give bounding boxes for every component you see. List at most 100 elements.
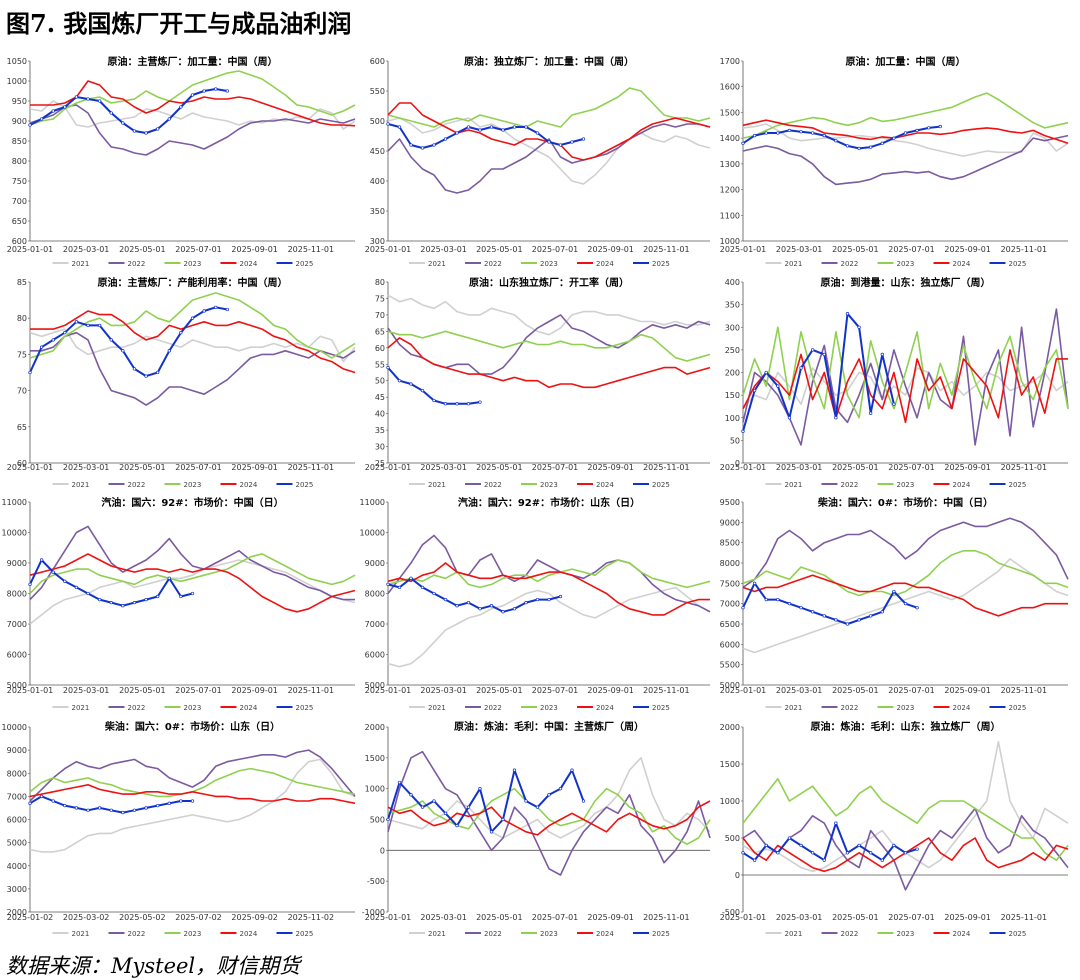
series-point-2025	[892, 402, 896, 406]
legend-label-2025: 2025	[296, 704, 314, 712]
series-point-2025	[144, 806, 148, 810]
legend-label-2024: 2024	[240, 704, 258, 712]
series-point-2025	[214, 305, 218, 309]
series-point-2025	[156, 803, 160, 808]
x-tick-label: 2025-09-01	[587, 913, 634, 922]
series-line-2022	[29, 749, 356, 802]
series-point-2025	[478, 128, 482, 132]
chart-panel-8: 汽油：国六：92#：市场价：山东（日） 5000 6000 7000 8000 9000 1…	[360, 496, 711, 712]
y-tick-label: 50	[375, 377, 385, 386]
x-tick-label: 2025-05-01	[476, 245, 523, 254]
series-line-2023	[742, 549, 1069, 597]
series-point-2025	[764, 370, 768, 375]
y-tick-label: 350	[370, 207, 385, 216]
series-point-2025	[512, 607, 517, 611]
series-point-2025	[787, 602, 792, 606]
chart-panel-1: 原油：主营炼厂：加工量：中国（周） 600 650 700 750 800 850 900 95…	[7, 55, 356, 268]
y-tick-label: 250	[725, 346, 740, 355]
legend-label-2025: 2025	[652, 704, 670, 712]
chart-title: 汽油：国六：92#：市场价：中国（日）	[101, 496, 283, 509]
series-point-2025	[822, 133, 826, 138]
y-tick-label: 1500	[365, 754, 385, 763]
legend-label-2021: 2021	[72, 260, 90, 268]
series-point-2025	[63, 105, 67, 109]
x-tick-label: 2025-03-01	[776, 913, 823, 922]
x-tick-label: 2025-11-01	[288, 463, 335, 472]
chart-panel-5: 原油：山东独立炼厂：开工率（周） 25 30 35 40 45 50 55 60 65 70 75 80…	[365, 276, 711, 489]
series-point-2025	[466, 125, 471, 129]
series-point-2025	[432, 398, 436, 403]
x-tick-label: 2025-03-01	[776, 686, 823, 695]
legend-label-2021: 2021	[428, 481, 446, 489]
series-point-2025	[97, 323, 102, 328]
legend-label-2024: 2024	[953, 260, 971, 268]
series-line-2021	[29, 100, 356, 130]
series-point-2025	[190, 316, 195, 320]
x-tick-label: 2025-03-01	[420, 686, 467, 695]
x-tick-label: 2025-03-01	[776, 245, 823, 254]
series-point-2025	[409, 382, 413, 386]
y-tick-label: 5000	[720, 681, 740, 690]
y-tick-label: 350	[725, 301, 740, 310]
x-tick-label: 2025-07-01	[888, 686, 935, 695]
chart-title: 原油：主营炼厂：产能利用率：中国（周）	[98, 276, 288, 289]
series-point-2025	[822, 352, 826, 357]
series-point-2025	[741, 141, 745, 145]
series-line-2022	[387, 750, 711, 876]
legend-label-2021: 2021	[785, 260, 803, 268]
series-point-2025	[787, 836, 792, 840]
y-tick-label: 1700	[720, 57, 740, 66]
y-tick-label: 11000	[360, 498, 385, 507]
legend-label-2022: 2022	[128, 481, 146, 489]
series-point-2025	[132, 367, 137, 371]
x-tick-label: 2025-09-01	[587, 245, 634, 254]
series-line-2022	[742, 308, 1069, 446]
x-tick-label: 2025-05-01	[119, 463, 166, 472]
series-line-2024	[742, 349, 1068, 424]
series-point-2025	[501, 128, 505, 132]
legend-label-2025: 2025	[652, 260, 670, 268]
x-tick-label: 2025-09-01	[944, 463, 991, 472]
series-point-2025	[822, 614, 826, 618]
series-point-2025	[179, 799, 183, 803]
y-tick-label: 65	[17, 423, 27, 432]
series-point-2025	[443, 402, 448, 406]
chart-title: 原油：主营炼厂：加工量：中国（周）	[108, 55, 278, 68]
series-point-2025	[202, 309, 206, 313]
series-point-2025	[121, 121, 125, 125]
y-tick-label: 11000	[2, 498, 27, 507]
chart-title: 原油：山东独立炼厂：开工率（周）	[469, 276, 629, 289]
series-point-2025	[547, 140, 551, 144]
series-point-2025	[156, 370, 160, 375]
y-tick-label: 7500	[720, 579, 740, 588]
series-point-2025	[558, 787, 563, 791]
y-tick-label: 500	[725, 834, 740, 843]
chart-panel-6: 原油：到港量：山东：独立炼厂（周） 0 50 100 150 200 250 300 350 40…	[720, 276, 1069, 489]
series-point-2025	[167, 801, 171, 805]
series-line-2024	[387, 562, 710, 616]
legend-label-2023: 2023	[184, 260, 202, 268]
series-line-2022	[29, 525, 355, 601]
series-point-2025	[892, 136, 896, 140]
series-point-2025	[857, 618, 861, 622]
y-tick-label: 65	[375, 327, 385, 336]
x-tick-label: 2025-07-01	[532, 463, 579, 472]
x-tick-label: 2025-09-01	[231, 245, 278, 254]
series-point-2025	[409, 143, 413, 147]
y-tick-label: 1050	[7, 57, 27, 66]
series-point-2025	[432, 799, 436, 803]
series-line-2025	[29, 306, 228, 378]
series-point-2025	[799, 130, 803, 134]
y-tick-label: 3000	[7, 885, 27, 894]
series-point-2025	[397, 585, 402, 590]
y-tick-label: 1000	[7, 77, 27, 86]
series-point-2025	[28, 801, 32, 805]
series-point-2025	[478, 787, 482, 791]
series-point-2025	[845, 312, 850, 316]
legend-label-2024: 2024	[953, 704, 971, 712]
y-tick-label: 80	[17, 314, 27, 323]
series-line-2023	[29, 70, 356, 126]
x-tick-label: 2025-07-01	[175, 463, 222, 472]
series-point-2025	[558, 143, 563, 147]
series-point-2025	[97, 806, 102, 810]
